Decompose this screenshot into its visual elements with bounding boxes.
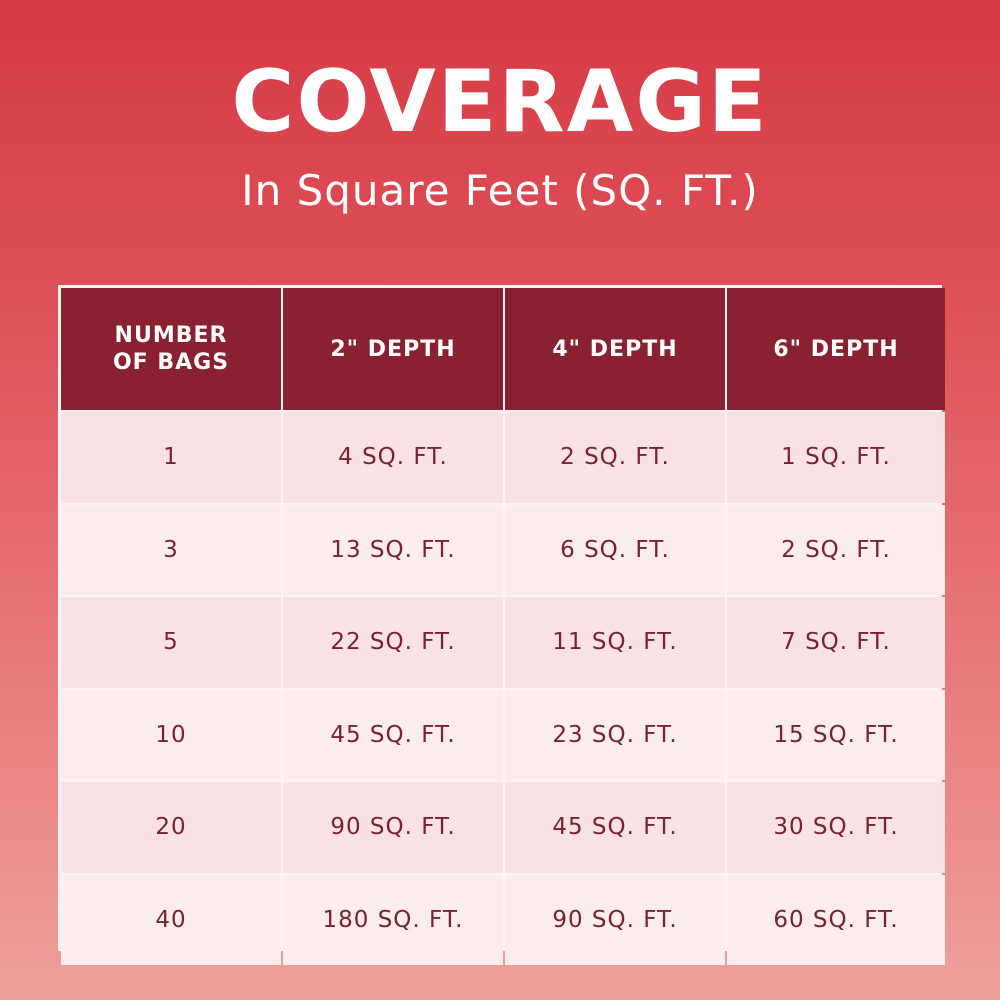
depth-4in-cell: 6 SQ. FT. (505, 504, 725, 595)
bags-cell: 3 (61, 504, 281, 595)
depth-6in-cell: 60 SQ. FT. (727, 874, 945, 965)
column-header-2in-depth: 2" DEPTH (283, 288, 503, 410)
bags-cell: 20 (61, 782, 281, 873)
depth-2in-cell: 22 SQ. FT. (283, 597, 503, 688)
bags-cell: 1 (61, 412, 281, 503)
depth-6in-cell: 30 SQ. FT. (727, 782, 945, 873)
depth-2in-cell: 4 SQ. FT. (283, 412, 503, 503)
column-header-4in-depth: 4" DEPTH (505, 288, 725, 410)
bags-cell: 40 (61, 874, 281, 965)
bags-cell: 10 (61, 689, 281, 780)
page-subtitle: In Square Feet (SQ. FT.) (241, 166, 759, 215)
depth-2in-cell: 180 SQ. FT. (283, 874, 503, 965)
depth-4in-cell: 90 SQ. FT. (505, 874, 725, 965)
depth-4in-cell: 2 SQ. FT. (505, 412, 725, 503)
depth-6in-cell: 7 SQ. FT. (727, 597, 945, 688)
depth-4in-cell: 11 SQ. FT. (505, 597, 725, 688)
column-header-6in-depth: 6" DEPTH (727, 288, 945, 410)
depth-6in-cell: 15 SQ. FT. (727, 689, 945, 780)
depth-2in-cell: 90 SQ. FT. (283, 782, 503, 873)
column-header-bags: NUMBER OF BAGS (61, 288, 281, 410)
depth-6in-cell: 2 SQ. FT. (727, 504, 945, 595)
page-title: COVERAGE (231, 52, 769, 152)
depth-2in-cell: 13 SQ. FT. (283, 504, 503, 595)
depth-6in-cell: 1 SQ. FT. (727, 412, 945, 503)
depth-4in-cell: 45 SQ. FT. (505, 782, 725, 873)
coverage-table: NUMBER OF BAGS 2" DEPTH 4" DEPTH 6" DEPT… (58, 285, 945, 965)
depth-4in-cell: 23 SQ. FT. (505, 689, 725, 780)
depth-2in-cell: 45 SQ. FT. (283, 689, 503, 780)
bags-cell: 5 (61, 597, 281, 688)
